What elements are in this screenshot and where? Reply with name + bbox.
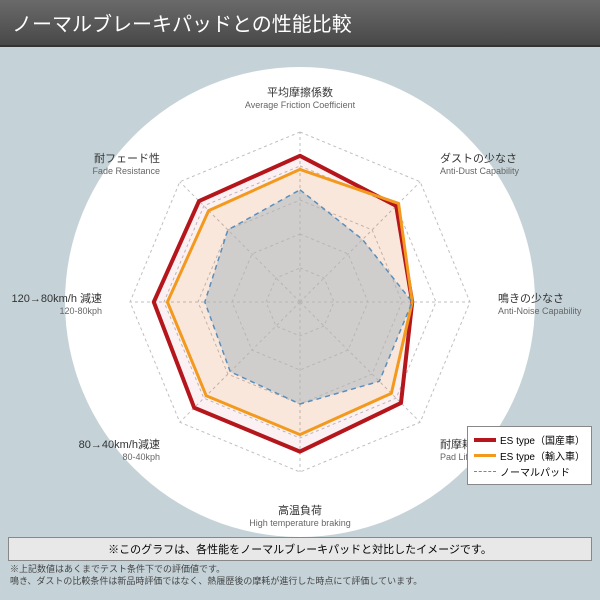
svg-text:耐フェード性Fade Resistance: 耐フェード性Fade Resistance bbox=[92, 151, 160, 176]
fine-print: ※上記数値はあくまでテスト条件下での評価値です。 鳴き、ダストの比較条件は新品時… bbox=[10, 564, 590, 587]
page-title: ノーマルブレーキパッドとの性能比較 bbox=[0, 0, 600, 47]
chart-note: ※このグラフは、各性能をノーマルブレーキパッドと対比したイメージです。 bbox=[8, 537, 592, 561]
legend-label: ES type（輸入車） bbox=[500, 448, 585, 463]
svg-text:120→80km/h 減速120-80kph: 120→80km/h 減速120-80kph bbox=[12, 291, 102, 316]
legend-label: ノーマルパッド bbox=[500, 464, 570, 479]
legend-swatch bbox=[474, 438, 496, 442]
legend-item: ES type（輸入車） bbox=[474, 448, 585, 463]
legend-swatch bbox=[474, 471, 496, 472]
svg-text:80→40km/h減速80-40kph: 80→40km/h減速80-40kph bbox=[79, 437, 160, 462]
svg-text:ダストの少なさAnti-Dust Capability: ダストの少なさAnti-Dust Capability bbox=[440, 151, 520, 176]
fine-line-1: ※上記数値はあくまでテスト条件下での評価値です。 bbox=[10, 564, 590, 576]
legend-label: ES type（国産車） bbox=[500, 432, 585, 447]
radar-chart: 平均摩擦係数Average Friction Coefficientダストの少な… bbox=[0, 47, 600, 537]
legend: ES type（国産車）ES type（輸入車）ノーマルパッド bbox=[467, 426, 592, 485]
legend-item: ES type（国産車） bbox=[474, 432, 585, 447]
legend-swatch bbox=[474, 454, 496, 457]
fine-line-2: 鳴き、ダストの比較条件は新品時評価ではなく、熱履歴後の摩耗が進行した時点にて評価… bbox=[10, 576, 590, 588]
svg-text:鳴きの少なさAnti-Noise Capability: 鳴きの少なさAnti-Noise Capability bbox=[498, 291, 582, 316]
legend-item: ノーマルパッド bbox=[474, 464, 585, 479]
